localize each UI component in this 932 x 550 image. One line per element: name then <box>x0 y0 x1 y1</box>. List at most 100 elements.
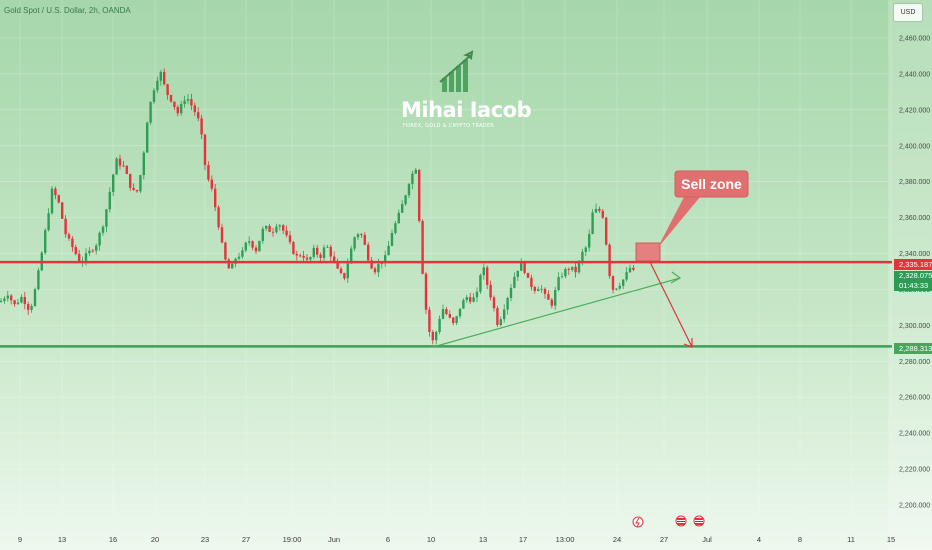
sell-zone-box[interactable] <box>635 242 661 262</box>
candle <box>489 280 492 301</box>
candle <box>540 285 543 293</box>
candle <box>533 285 536 294</box>
candle <box>139 174 142 194</box>
time-tick-label: 8 <box>798 535 802 544</box>
candle <box>292 241 295 255</box>
us-flag-event-icon[interactable] <box>675 515 687 527</box>
candle <box>33 287 37 307</box>
candle <box>186 94 190 105</box>
candle <box>173 101 176 111</box>
bar-countdown-tag: 01:43:33 <box>894 281 932 291</box>
candle <box>67 232 71 241</box>
candle <box>411 170 414 190</box>
candle <box>190 93 193 111</box>
us-flag-event-icon-2[interactable] <box>693 515 705 527</box>
candle <box>316 244 319 258</box>
candle <box>115 157 118 175</box>
candle <box>244 241 247 253</box>
candle <box>394 221 397 235</box>
price-tick-label: 2,220.000 <box>899 467 930 474</box>
time-tick-label: 13:00 <box>556 535 575 544</box>
candle <box>13 299 16 307</box>
candle <box>326 244 329 248</box>
price-tick-label: 2,420.000 <box>899 107 930 114</box>
projection-arrow[interactable] <box>647 257 693 348</box>
candle <box>547 290 550 300</box>
candle <box>265 225 268 231</box>
candle <box>336 258 339 270</box>
candle <box>356 232 360 241</box>
price-tick-label: 2,400.000 <box>899 143 930 150</box>
candle <box>261 226 264 244</box>
candle <box>203 134 207 171</box>
time-tick-label: 15 <box>887 535 895 544</box>
time-tick-label: 27 <box>242 535 250 544</box>
candle <box>605 216 608 246</box>
candle <box>390 229 394 247</box>
time-tick-label: 20 <box>151 535 159 544</box>
candle <box>506 296 509 315</box>
candle <box>210 175 213 192</box>
candle <box>421 219 424 275</box>
price-tick-label: 2,200.000 <box>899 503 930 510</box>
candle <box>428 306 431 337</box>
candle <box>132 183 135 191</box>
candle <box>149 101 152 125</box>
candle <box>163 68 166 86</box>
candle <box>503 304 506 323</box>
candle <box>122 160 125 168</box>
candle <box>3 296 6 304</box>
candle <box>469 292 472 305</box>
candle <box>288 231 292 245</box>
candle <box>530 274 533 291</box>
price-axis[interactable]: 2,460.000 2,440.000 2,420.000 2,400.000 2,38… <box>899 36 930 510</box>
candle <box>557 272 560 292</box>
candle <box>441 304 445 320</box>
candle <box>472 293 475 303</box>
candle <box>217 205 220 230</box>
candle <box>251 240 254 251</box>
candle <box>486 265 489 290</box>
candle <box>475 287 479 303</box>
candle <box>632 265 635 272</box>
candle <box>16 298 20 305</box>
candle <box>516 270 519 281</box>
candle <box>509 283 513 302</box>
candle <box>615 288 618 291</box>
time-tick-label: 11 <box>847 535 855 544</box>
price-tick-label: 2,380.000 <box>899 179 930 186</box>
sell-zone-callout[interactable] <box>674 170 749 198</box>
candle <box>513 272 516 289</box>
candle <box>108 187 111 213</box>
candle <box>118 154 122 170</box>
candle <box>183 95 186 108</box>
candle <box>271 227 275 237</box>
time-tick-label: 10 <box>427 535 435 544</box>
time-tick-label: Jun <box>328 535 340 544</box>
candle <box>564 267 567 279</box>
price-tick-label: 2,460.000 <box>899 36 930 43</box>
candle <box>23 291 26 310</box>
time-tick-label: 17 <box>519 535 527 544</box>
lightning-event-icon[interactable] <box>632 516 644 528</box>
time-tick-label: 6 <box>386 535 390 544</box>
candle <box>47 208 50 232</box>
candle <box>401 200 404 213</box>
candle <box>61 201 64 220</box>
symbol-title[interactable]: Gold Spot / U.S. Dollar, 2h, OANDA <box>4 6 131 15</box>
ascending-trendline[interactable] <box>432 277 681 348</box>
time-axis[interactable]: 9 13 16 20 23 27 19:00 Jun 6 10 13 17 13:00 24 27 Jul 4 8… <box>18 535 895 544</box>
candle <box>159 70 162 86</box>
time-tick-label: 19:00 <box>283 535 302 544</box>
candle <box>479 273 482 294</box>
candle <box>319 252 322 263</box>
candle <box>214 183 217 212</box>
candle <box>424 272 428 315</box>
candle <box>275 223 278 234</box>
candle <box>622 279 625 290</box>
candle <box>339 266 343 275</box>
candle <box>588 229 591 252</box>
currency-button[interactable]: USD <box>893 3 923 22</box>
candle <box>312 244 315 259</box>
